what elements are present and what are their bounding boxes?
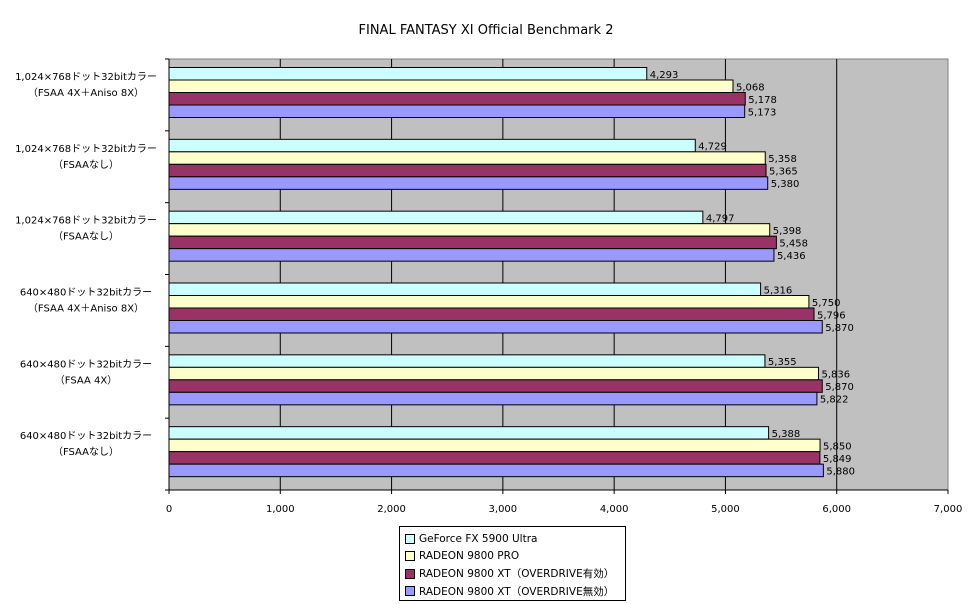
- legend: GeForce FX 5900 Ultra RADEON 9800 PRO RADE…: [399, 526, 626, 601]
- legend-swatch: [405, 568, 415, 579]
- legend-item: RADEON 9800 XT（OVERDRIVE有効）: [405, 565, 625, 583]
- bar: [168, 295, 810, 309]
- bar: [168, 463, 824, 478]
- category-label: （FSAAなし）: [53, 231, 119, 243]
- legend-swatch: [405, 586, 415, 597]
- data-label: 5,750: [812, 298, 841, 309]
- bar: [168, 354, 766, 368]
- bar: [168, 426, 770, 440]
- bar: [168, 235, 777, 250]
- x-tick-label: 7,000: [934, 504, 963, 515]
- data-label: 5,358: [768, 154, 797, 165]
- legend-label: RADEON 9800 XT（OVERDRIVE有効）: [419, 568, 615, 581]
- category-label: 1,024×768ドット32bitカラー: [15, 143, 157, 155]
- category-label: （FSAA 4X）: [55, 374, 117, 386]
- bar: [168, 163, 767, 178]
- category-label: （FSAA 4X＋Aniso 8X）: [28, 302, 144, 314]
- category-label: 1,024×768ドット32bitカラー: [15, 71, 157, 83]
- x-tick-label: 0: [166, 504, 172, 515]
- bar: [168, 176, 769, 190]
- data-label: 5,178: [748, 95, 777, 106]
- data-label: 5,836: [821, 370, 850, 381]
- bar: [168, 104, 746, 118]
- x-tick-label: 3,000: [489, 504, 518, 515]
- legend-swatch: [405, 551, 415, 562]
- legend-item: RADEON 9800 XT（OVERDRIVE無効）: [405, 583, 625, 601]
- category-label: （FSAA 4X＋Aniso 8X）: [28, 87, 144, 99]
- data-label: 5,316: [764, 285, 793, 296]
- data-label: 4,729: [698, 142, 727, 153]
- data-label: 5,796: [817, 310, 846, 321]
- data-label: 5,870: [825, 382, 854, 393]
- bar: [168, 307, 815, 321]
- data-label: 5,068: [736, 82, 765, 93]
- data-label: 4,293: [650, 70, 679, 81]
- data-label: 5,380: [771, 179, 800, 190]
- legend-label: RADEON 9800 PRO: [419, 550, 520, 563]
- legend-label: GeForce FX 5900 Ultra: [419, 532, 538, 545]
- bar: [168, 223, 771, 237]
- data-label: 5,870: [825, 323, 854, 334]
- category-label: 640×480ドット32bitカラー: [20, 430, 152, 442]
- data-label: 5,849: [823, 454, 852, 465]
- category-label: 640×480ドット32bitカラー: [20, 358, 152, 370]
- x-tick-label: 5,000: [711, 504, 740, 515]
- bar: [168, 451, 821, 465]
- data-label: 5,398: [773, 226, 802, 237]
- bar: [168, 151, 766, 165]
- bar: [168, 67, 648, 81]
- bar: [168, 379, 823, 393]
- bar: [168, 79, 734, 93]
- legend-swatch: [405, 533, 415, 544]
- bar: [168, 248, 775, 262]
- data-label: 5,850: [823, 441, 852, 452]
- data-label: 5,355: [768, 357, 797, 368]
- chart-title: FINAL FANTASY XI Official Benchmark 2: [359, 23, 614, 38]
- data-label: 5,458: [779, 238, 808, 249]
- plot-area: [168, 58, 949, 491]
- x-tick-label: 4,000: [600, 504, 629, 515]
- data-label: 4,797: [706, 213, 735, 224]
- category-label: 1,024×768ドット32bitカラー: [15, 215, 157, 227]
- x-tick-label: 6,000: [822, 504, 851, 515]
- data-label: 5,436: [777, 251, 806, 262]
- data-label: 5,173: [748, 107, 777, 118]
- legend-item: RADEON 9800 PRO: [405, 548, 625, 566]
- data-label: 5,388: [772, 429, 801, 440]
- bar: [168, 138, 696, 153]
- legend-item: GeForce FX 5900 Ultra: [405, 530, 625, 548]
- bar: [168, 391, 818, 406]
- bar: [168, 92, 746, 106]
- category-label: （FSAAなし）: [53, 159, 119, 171]
- data-label: 5,365: [769, 167, 798, 178]
- bar: [168, 366, 819, 381]
- bar: [168, 282, 762, 296]
- bar: [168, 320, 823, 334]
- legend-label: RADEON 9800 XT（OVERDRIVE無効）: [419, 585, 615, 598]
- bar: [168, 210, 704, 225]
- data-label: 5,822: [820, 395, 849, 406]
- category-label: 640×480ドット32bitカラー: [20, 286, 152, 298]
- bar: [168, 438, 821, 453]
- data-label: 5,880: [826, 466, 855, 477]
- x-tick-label: 1,000: [266, 504, 295, 515]
- category-label: （FSAAなし）: [53, 446, 119, 458]
- x-tick-label: 2,000: [377, 504, 406, 515]
